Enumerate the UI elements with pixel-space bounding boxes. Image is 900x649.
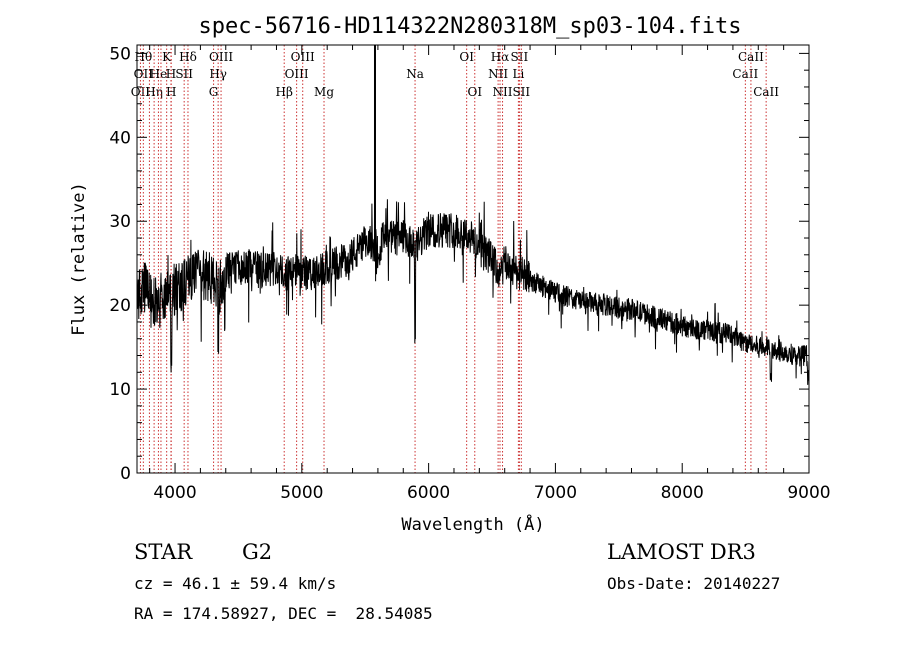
spectral-line-label: OI — [467, 85, 482, 99]
spectral-line-label: Hα — [491, 50, 510, 64]
spectral-line-label: NII — [493, 85, 513, 99]
y-tick-label: 50 — [109, 44, 131, 64]
y-axis-label: Flux (relative) — [69, 182, 89, 336]
spectral-line-label: H — [166, 85, 176, 99]
object-class: STAR — [134, 540, 193, 564]
spectral-line-label: He — [150, 67, 168, 81]
x-axis-label: Wavelength (Å) — [401, 513, 544, 535]
y-tick-label: 0 — [120, 464, 131, 484]
spectral-line-label: SII — [511, 50, 529, 64]
spectral-line-label: SII — [175, 67, 193, 81]
spectral-line-label: Hδ — [179, 50, 197, 64]
spectral-line-label: SII — [512, 85, 530, 99]
spectral-line-label: G — [209, 85, 219, 99]
redshift-cz: cz = 46.1 ± 59.4 km/s — [134, 574, 337, 593]
spectral-line-label: OIII — [291, 50, 315, 64]
spectral-line-label: OIII — [285, 67, 309, 81]
spectral-line-label: Mg — [314, 85, 334, 99]
survey-name: LAMOST DR3 — [607, 540, 756, 564]
spectral-line-label: K — [162, 50, 172, 64]
spectrum-line — [136, 199, 810, 385]
spectral-line-label: CaII — [738, 50, 764, 64]
chart-title: spec-56716-HD114322N280318M_sp03-104.fit… — [198, 14, 741, 39]
object-subclass: G2 — [242, 540, 273, 564]
x-tick-label: 6000 — [407, 483, 450, 503]
spectral-line-label: Hγ — [209, 67, 227, 81]
spectral-line-label: OII — [131, 85, 151, 99]
spectral-line-label: OIII — [209, 50, 233, 64]
obs-date: Obs-Date: 20140227 — [607, 574, 781, 593]
y-tick-label: 40 — [109, 128, 131, 148]
spectral-line-label: CaII — [732, 67, 758, 81]
y-tick-label: 20 — [109, 296, 131, 316]
plot-frame — [136, 44, 810, 474]
spectral-line-label: OI — [459, 50, 474, 64]
ra-dec: RA = 174.58927, DEC = 28.54085 — [134, 604, 433, 623]
x-tick-label: 8000 — [661, 483, 704, 503]
x-tick-label: 4000 — [153, 483, 196, 503]
spectral-line-label: NII — [488, 67, 508, 81]
spectral-line-label: Hη — [145, 85, 163, 99]
x-tick-label: 5000 — [280, 483, 323, 503]
spectral-line-label: Hβ — [276, 85, 293, 99]
spectral-line-label: Li — [512, 67, 524, 81]
spectral-line-label: CaII — [753, 85, 779, 99]
y-tick-label: 30 — [109, 212, 131, 232]
x-tick-label: 9000 — [787, 483, 830, 503]
y-tick-label: 10 — [109, 380, 131, 400]
spectral-line-label: Na — [406, 67, 424, 81]
x-tick-label: 7000 — [534, 483, 577, 503]
